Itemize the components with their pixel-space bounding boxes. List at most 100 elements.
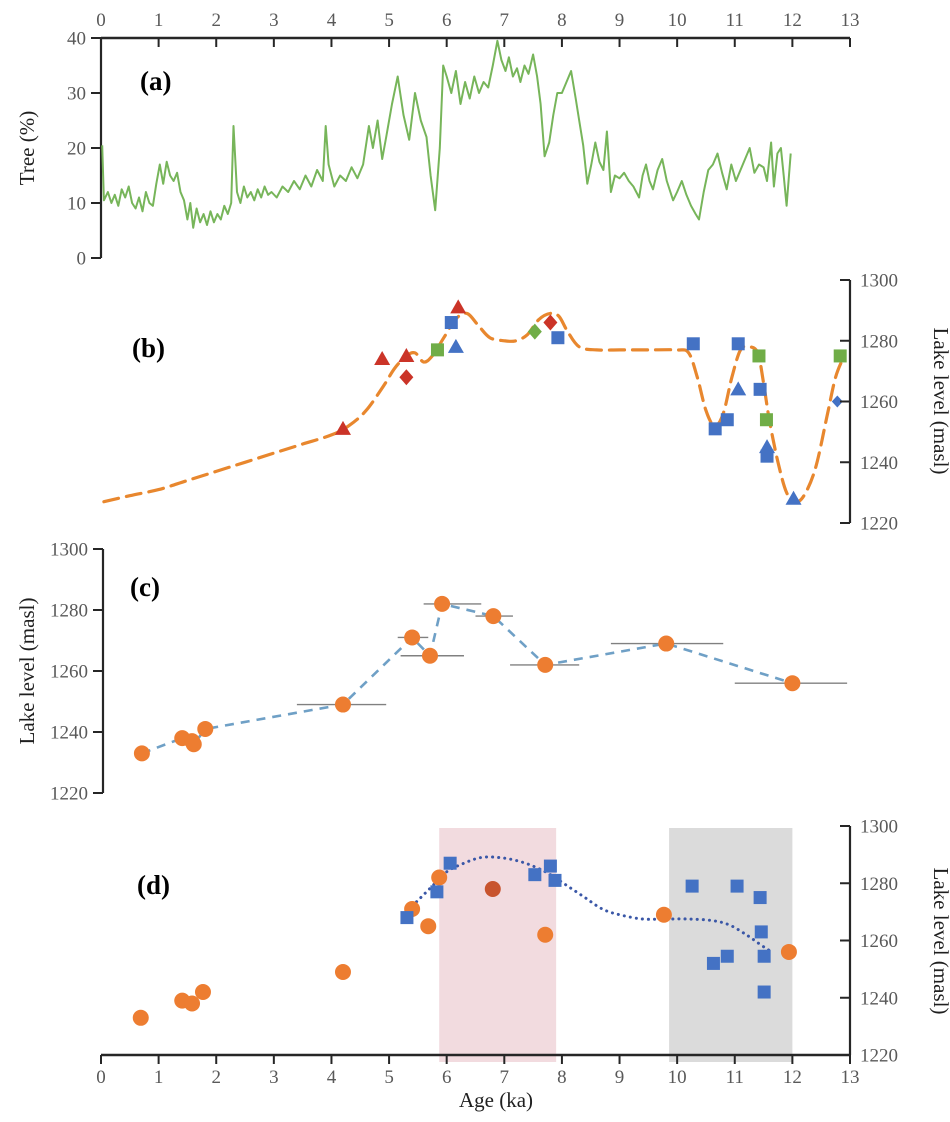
circle-marker (658, 635, 675, 652)
circle-marker (485, 608, 502, 625)
panel-b-blue-squares (444, 316, 774, 463)
panel-a-y-axis: 0 10 20 30 40 (67, 29, 103, 270)
diamond-marker (399, 369, 414, 386)
circle-marker (133, 745, 150, 762)
square-marker (833, 349, 847, 363)
square-marker (528, 868, 542, 882)
square-marker (754, 925, 768, 939)
x-tick-label: 2 (211, 10, 221, 31)
y-tick-label: 1280 (860, 874, 898, 895)
square-marker (708, 422, 722, 436)
x-tick-label: 1 (154, 1067, 164, 1088)
gray-highlight (669, 828, 793, 1062)
x-tick-label: 2 (211, 1067, 221, 1088)
panel-b-blue-triangles (447, 338, 802, 505)
square-marker (444, 316, 458, 330)
panel-c-error-bars (296, 603, 848, 706)
triangle-marker (398, 347, 415, 362)
circle-marker (420, 918, 437, 935)
panel-a-letter: (a) (140, 66, 171, 96)
square-marker (752, 349, 766, 363)
x-tick-label: 10 (668, 1067, 687, 1088)
pink-highlight (439, 828, 557, 1062)
circle-marker (334, 963, 351, 980)
panel-c: 1220 1240 1260 1280 1300 (c) Lake level (mas… (15, 540, 848, 805)
x-tick-label: 10 (668, 10, 687, 31)
square-marker (757, 985, 771, 999)
panel-b-plot: 1220 1240 1260 1280 1300 (102, 271, 898, 535)
square-marker (753, 891, 767, 905)
circle-marker (784, 675, 801, 692)
square-marker (720, 413, 734, 427)
x-tick-label: 11 (726, 1067, 744, 1088)
panel-d-x-axis: 0 1 2 3 4 5 6 7 8 9 10 11 12 13 (96, 1053, 859, 1088)
panel-a-x-axis: 0 1 2 3 4 5 6 7 8 9 10 11 12 13 (96, 10, 859, 47)
circle-marker (185, 736, 202, 753)
circle-marker (334, 696, 351, 713)
panel-b-y-axis-title: Lake level (masl) (929, 328, 950, 475)
square-marker (430, 343, 444, 357)
tree-percent-line (101, 39, 792, 229)
x-tick-label: 5 (384, 10, 394, 31)
panel-d-y-axis: 1220 1240 1260 1280 1300 (840, 817, 898, 1067)
square-marker (730, 879, 744, 893)
square-marker (757, 949, 771, 963)
circle-marker (421, 647, 438, 664)
y-tick-label: 1260 (860, 931, 898, 952)
x-tick-label: 4 (327, 10, 337, 31)
diamond-marker (831, 395, 843, 408)
y-tick-label: 1300 (50, 540, 88, 561)
panel-c-shoreline-points (133, 595, 801, 762)
x-tick-label: 4 (327, 1067, 337, 1088)
y-tick-label: 0 (77, 249, 87, 270)
circle-marker (431, 869, 448, 886)
x-axis-title: Age (ka) (459, 1088, 533, 1112)
circle-marker (434, 595, 451, 612)
lake-level-trend-dotted (402, 855, 771, 952)
panel-b-letter: (b) (132, 333, 165, 363)
y-tick-label: 1240 (860, 453, 898, 474)
shoreline-trend-line (141, 602, 793, 755)
y-tick-label: 1260 (860, 392, 898, 413)
square-marker (706, 956, 720, 970)
diamond-marker (543, 314, 558, 331)
x-tick-label: 7 (500, 10, 510, 31)
triangle-marker (447, 338, 464, 353)
panel-a-y-axis-title: Tree (%) (15, 111, 39, 185)
y-tick-label: 30 (67, 84, 86, 105)
x-tick-label: 7 (500, 1067, 510, 1088)
y-tick-label: 1300 (860, 817, 898, 838)
x-tick-label: 0 (96, 10, 106, 31)
square-marker (686, 337, 700, 351)
x-tick-label: 11 (726, 10, 744, 31)
square-marker (759, 413, 773, 427)
triangle-marker (730, 381, 747, 396)
y-tick-label: 1240 (50, 723, 88, 744)
y-tick-label: 1280 (50, 601, 88, 622)
x-tick-label: 8 (557, 10, 567, 31)
y-tick-label: 1260 (50, 662, 88, 683)
square-marker (720, 949, 734, 963)
y-tick-label: 1240 (860, 988, 898, 1009)
square-marker (443, 856, 457, 870)
square-marker (548, 873, 562, 887)
circle-marker (537, 926, 554, 943)
triangle-marker (374, 350, 391, 365)
x-tick-label: 1 (154, 10, 164, 31)
x-tick-label: 3 (269, 1067, 279, 1088)
panel-b: 1220 1240 1260 1280 1300 (b) Lake level (mas… (102, 271, 950, 535)
y-tick-label: 20 (67, 139, 86, 160)
x-tick-label: 0 (96, 1067, 106, 1088)
y-tick-label: 1300 (860, 271, 898, 292)
panel-d-dark-orange-circles (484, 880, 501, 897)
square-marker (753, 382, 767, 396)
square-marker (430, 885, 444, 899)
panel-b-green-squares (430, 343, 847, 427)
circle-marker (197, 720, 214, 737)
y-tick-label: 1220 (50, 784, 88, 805)
x-tick-label: 12 (783, 1067, 802, 1088)
x-tick-label: 9 (615, 1067, 625, 1088)
